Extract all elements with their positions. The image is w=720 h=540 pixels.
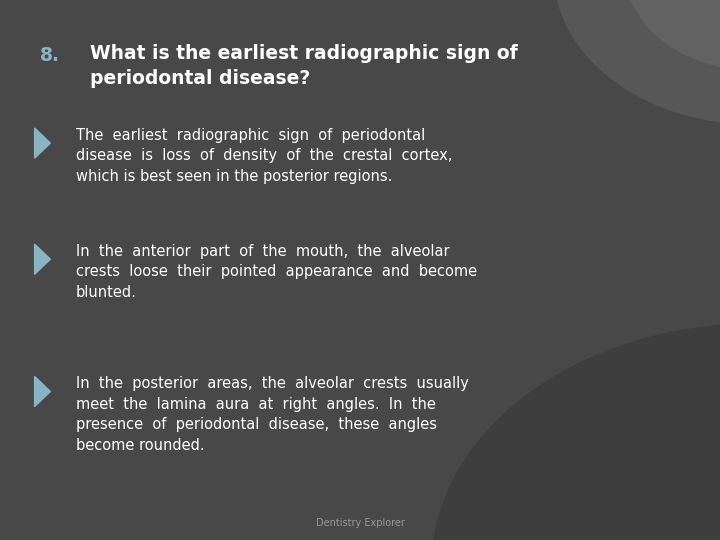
Text: The  earliest  radiographic  sign  of  periodontal
disease  is  loss  of  densit: The earliest radiographic sign of period…: [76, 128, 452, 184]
Polygon shape: [35, 244, 50, 274]
Polygon shape: [35, 128, 50, 158]
Circle shape: [432, 324, 720, 540]
Circle shape: [626, 0, 720, 70]
Text: In  the  posterior  areas,  the  alveolar  crests  usually
meet  the  lamina  au: In the posterior areas, the alveolar cre…: [76, 376, 469, 453]
Text: 8.: 8.: [40, 46, 60, 65]
Text: What is the earliest radiographic sign of
periodontal disease?: What is the earliest radiographic sign o…: [90, 44, 518, 88]
Circle shape: [554, 0, 720, 124]
Text: Dentistry Explorer: Dentistry Explorer: [315, 518, 405, 528]
Polygon shape: [35, 376, 50, 407]
Text: In  the  anterior  part  of  the  mouth,  the  alveolar
crests  loose  their  po: In the anterior part of the mouth, the a…: [76, 244, 477, 300]
